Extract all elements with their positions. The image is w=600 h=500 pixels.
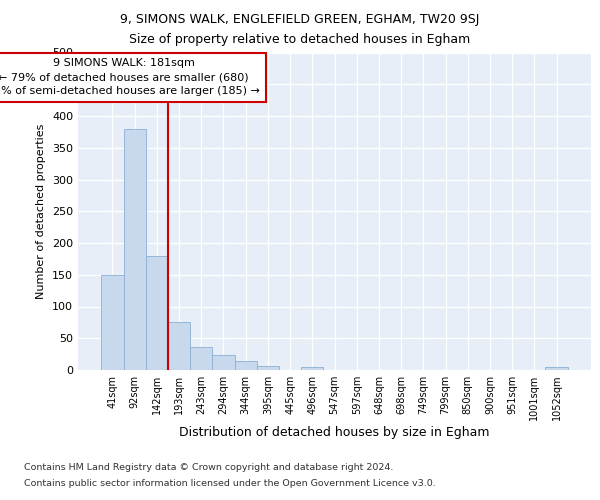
Bar — [545, 368, 568, 370]
Y-axis label: Number of detached properties: Number of detached properties — [37, 124, 46, 299]
Bar — [257, 366, 279, 370]
Bar — [235, 361, 257, 370]
Bar — [124, 128, 146, 370]
Text: Contains HM Land Registry data © Crown copyright and database right 2024.: Contains HM Land Registry data © Crown c… — [24, 464, 394, 472]
Bar — [190, 346, 212, 370]
X-axis label: Distribution of detached houses by size in Egham: Distribution of detached houses by size … — [179, 426, 490, 439]
Bar — [101, 275, 124, 370]
Text: Size of property relative to detached houses in Egham: Size of property relative to detached ho… — [130, 32, 470, 46]
Text: Contains public sector information licensed under the Open Government Licence v3: Contains public sector information licen… — [24, 478, 436, 488]
Bar — [212, 355, 235, 370]
Text: 9, SIMONS WALK, ENGLEFIELD GREEN, EGHAM, TW20 9SJ: 9, SIMONS WALK, ENGLEFIELD GREEN, EGHAM,… — [121, 12, 479, 26]
Bar — [301, 368, 323, 370]
Bar — [168, 322, 190, 370]
Text: 9 SIMONS WALK: 181sqm
← 79% of detached houses are smaller (680)
21% of semi-det: 9 SIMONS WALK: 181sqm ← 79% of detached … — [0, 58, 260, 96]
Bar — [146, 256, 168, 370]
